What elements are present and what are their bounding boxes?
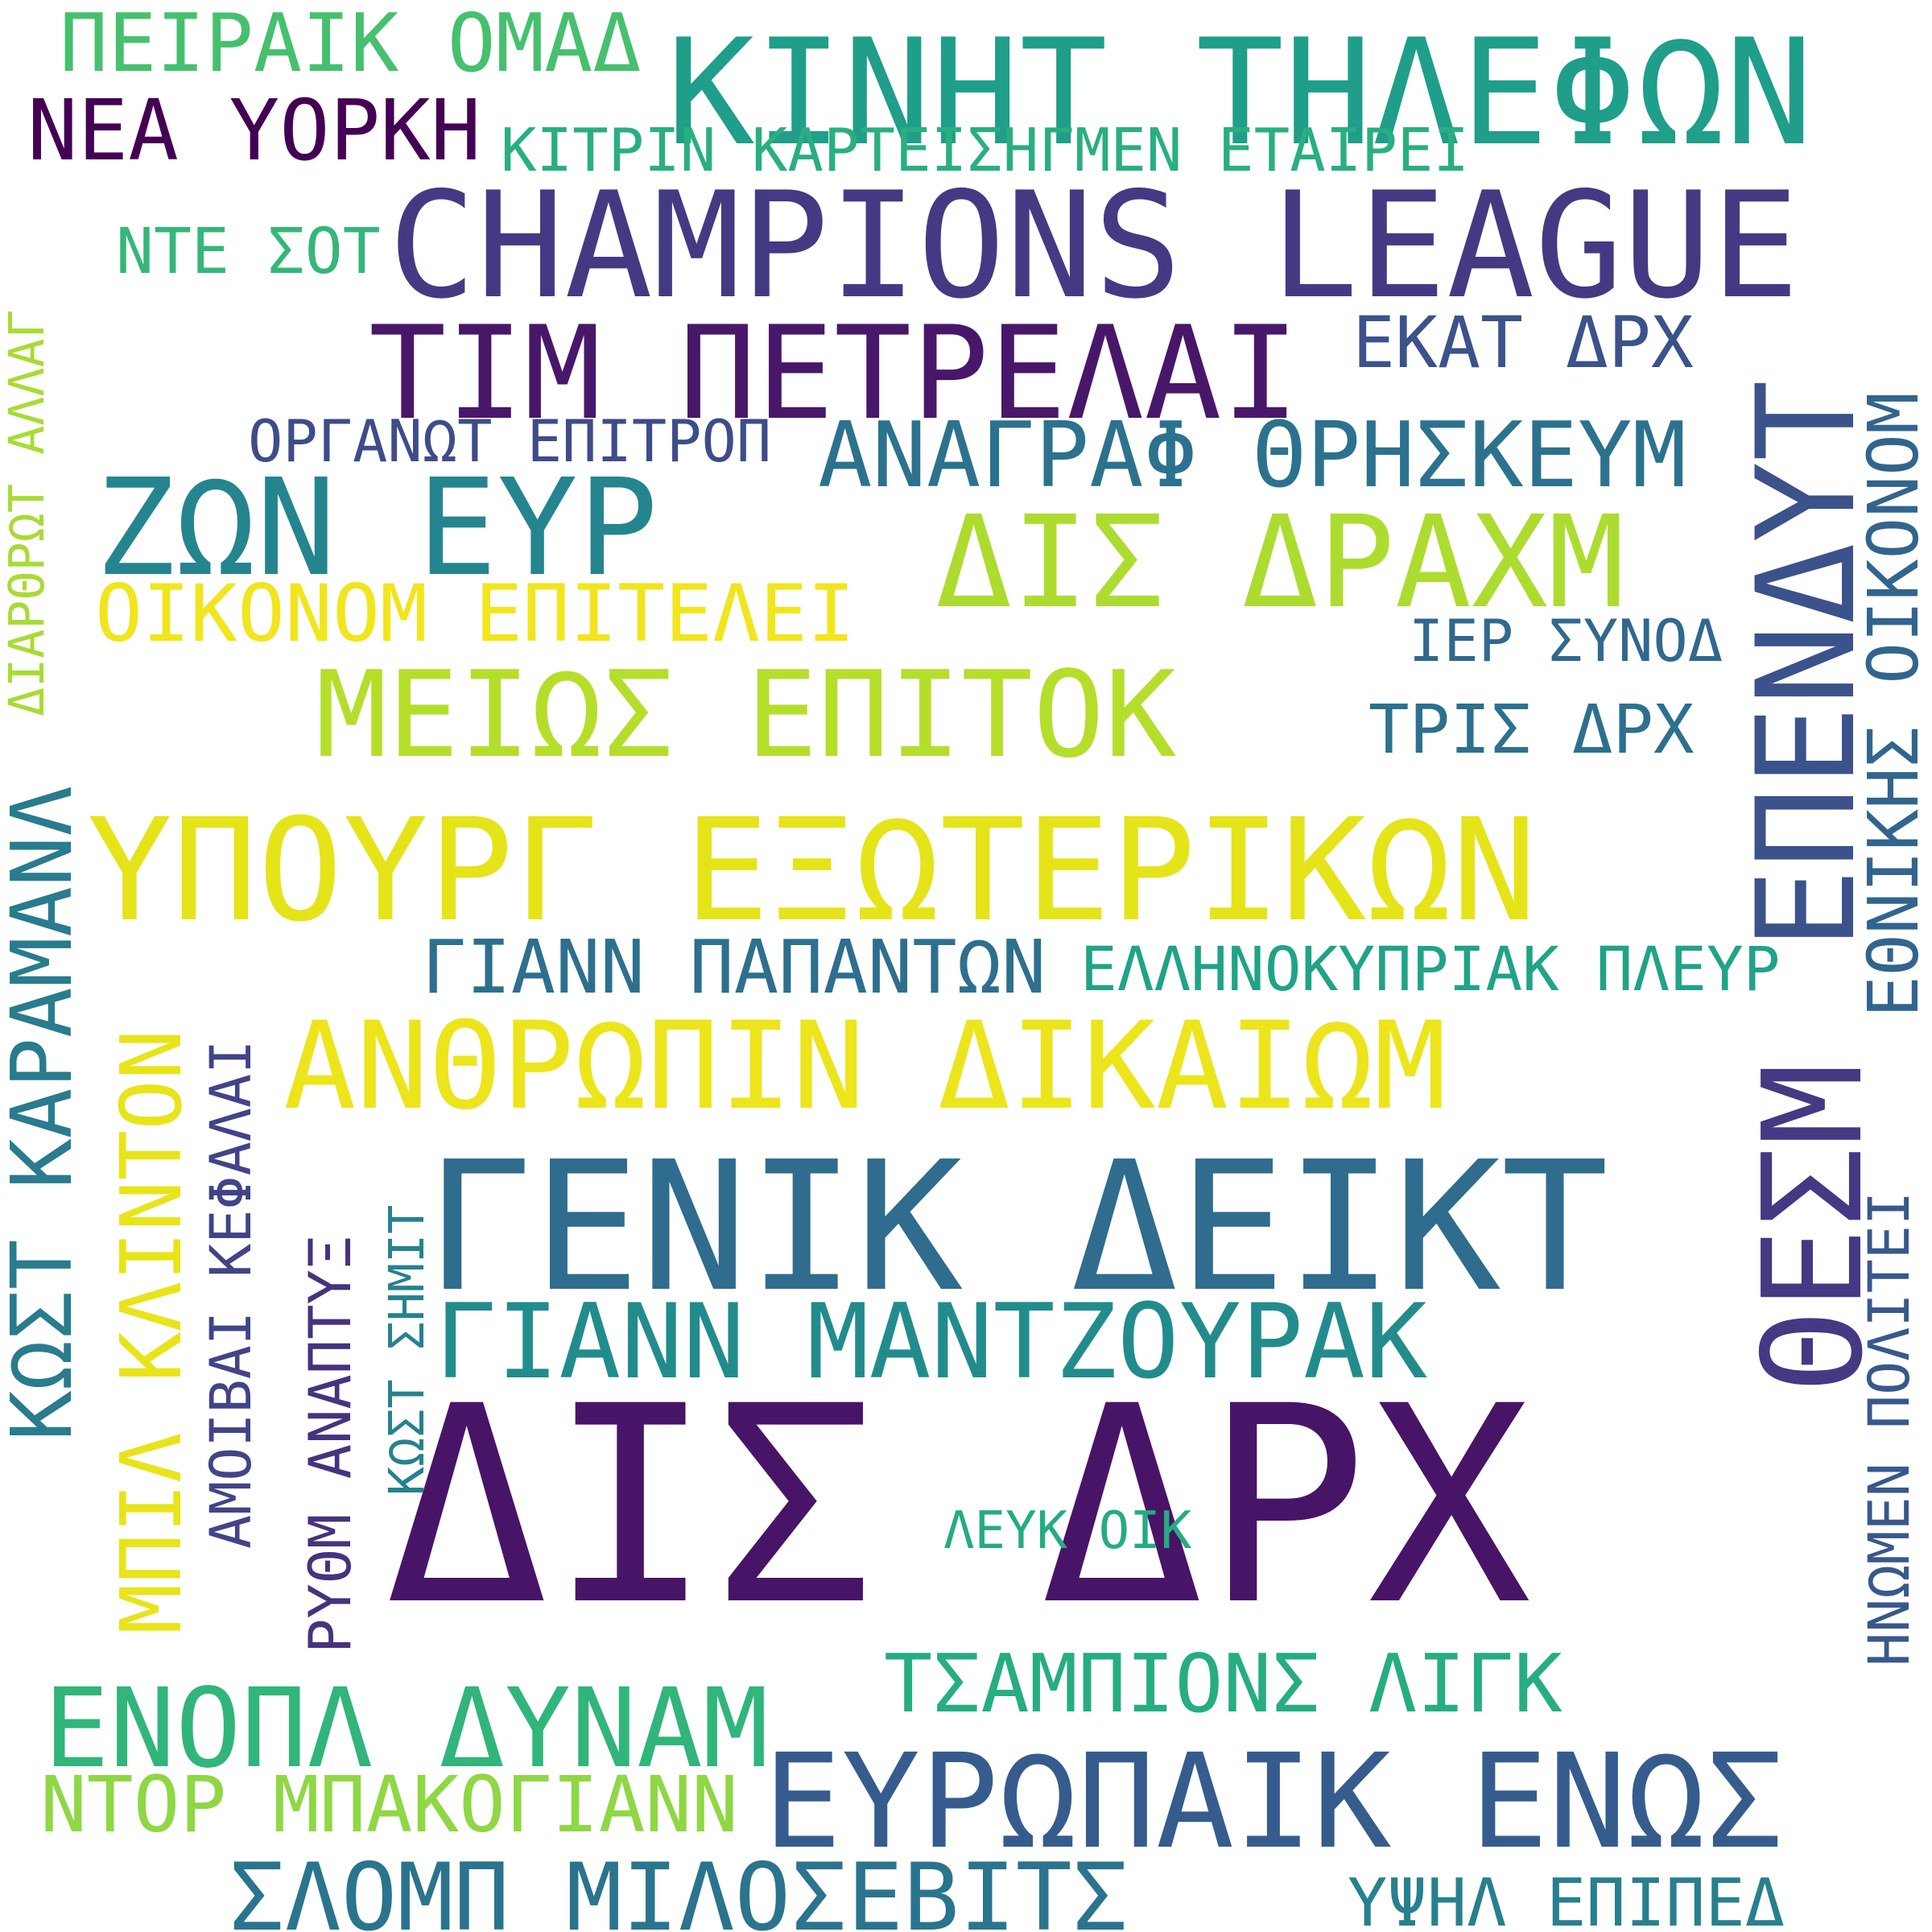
word-ier-synod: ΙΕΡ ΣΥΝΟΔ (1409, 607, 1724, 675)
word-nte-sot: ΝΤΕ ΣΟΤ (116, 216, 381, 288)
word-peiraik-omad: ΠΕΙΡΑΙΚ ΟΜΑΔ (60, 0, 642, 90)
word-tim-petrelai: ΤΙΜ ΠΕΤΡΕΛΑΙ (369, 298, 1299, 448)
word-dis-draxm: ΔΙΣ ΔΡΑΧΜ (935, 489, 1625, 637)
word-ellhnokypriak-pleyr: ΕΛΛΗΝΟΚΥΠΡΙΑΚ ΠΛΕΥΡ (1080, 933, 1781, 1005)
word-zwn-eyr: ΖΩΝ ΕΥΡ (95, 451, 658, 606)
word-rythm-anaptyks: ΡΥΘΜ ΑΝΑΠΤΥΞ (296, 1234, 364, 1653)
word-tsampions-ligk: ΤΣΑΜΠΙΟΝΣ ΛΙΓΚ (884, 1637, 1563, 1731)
word-kinht-thlefwn: ΚΙΝΗΤ ΤΗΛΕΦΩΝ (667, 7, 1814, 178)
word-meiws-epitok: ΜΕΙΩΣ ΕΠΙΤΟΚ (316, 646, 1177, 784)
word-organwt-epitrop: ΟΡΓΑΝΩΤ ΕΠΙΤΡΟΠ (248, 407, 772, 475)
word-hnwmen-politei: ΗΝΩΜΕΝ ΠΟΛΙΤΕΙ (1856, 1191, 1922, 1666)
word-diarthrwt-allag: ΔΙΑΡΘΡΩΤ ΑΛΛΑΓ (0, 309, 56, 716)
word-leyk-oik: ΛΕΥΚ ΟΙΚ (943, 1501, 1192, 1561)
word-anagraf-thrhskeum: ΑΝΑΓΡΑΦ ΘΡΗΣΚΕΥΜ (818, 403, 1686, 508)
word-eyrwpaik-enws: ΕΥΡΩΠΑΙΚ ΕΝΩΣ (763, 1727, 1784, 1878)
word-genik-deikt: ΓΕΝΙΚ ΔΕΙΚΤ (425, 1124, 1609, 1331)
word-ntor-mpakogiann: ΝΤΟΡ ΜΠΑΚΟΓΙΑΝΝ (40, 1760, 738, 1850)
word-giann-mantzoyrak: ΓΙΑΝΝ ΜΑΝΤΖΟΥΡΑΚ (435, 1282, 1427, 1402)
word-dis-drx: ΔΙΣ ΔΡΧ (385, 1348, 1532, 1665)
word-oikonom-epitelei: ΟΙΚΟΝΟΜ ΕΠΙΤΕΛΕΙ (95, 568, 856, 660)
word-ekat-drx: ΕΚΑΤ ΔΡΧ (1352, 301, 1694, 384)
word-giann-papantwn: ΓΙΑΝΝ ΠΑΠΑΝΤΩΝ (422, 924, 1046, 1010)
word-champions-league: CHAMPIONS LEAGUE (388, 160, 1800, 331)
word-kitrin-karteis: ΚΙΤΡΙΝ ΚΑΡΤΕΙΣΗΓΜΕΝ ΕΤΑΙΡΕΙ (501, 116, 1469, 185)
word-kwst-shmit: ΚΩΣΤ ΣΗΜΙΤ (379, 1204, 436, 1496)
word-mpil-klinton: ΜΠΙΛ ΚΛΙΝΤΟΝ (102, 1029, 200, 1634)
word-ypourg-ekswterikwn: ΥΠΟΥΡΓ ΕΞΩΤΕΡΙΚΩΝ (87, 788, 1538, 953)
word-slomp-milosebits: ΣΛΟΜΠ ΜΙΛΟΣΕΒΙΤΣ (229, 1843, 1129, 1932)
word-enopl-dynam: ΕΝΟΠΛ ΔΥΝΑΜ (43, 1666, 769, 1793)
word-amoibai-kefalai: ΑΜΟΙΒΑΙ ΚΕΦΑΛΑΙ (198, 1039, 264, 1549)
word-anthrwpin-dikaiwm: ΑΝΘΡΩΠΙΝ ΔΙΚΑΙΩΜ (283, 997, 1447, 1137)
word-tris-drx: ΤΡΙΣ ΔΡΧ (1368, 690, 1695, 769)
word-nea-yorkh: ΝΕΑ ΥΟΡΚΗ (27, 81, 481, 180)
word-ethnikhs-oikonom: ΕΘΝΙΚΗΣ ΟΙΚΟΝΟΜ (1854, 392, 1932, 1018)
word-kwst-karamanl: ΚΩΣΤ ΚΑΡΑΜΑΝΛ (0, 786, 91, 1441)
word-yphl-epiped: ΥΨΗΛ ΕΠΙΠΕΔ (1348, 1865, 1785, 1932)
